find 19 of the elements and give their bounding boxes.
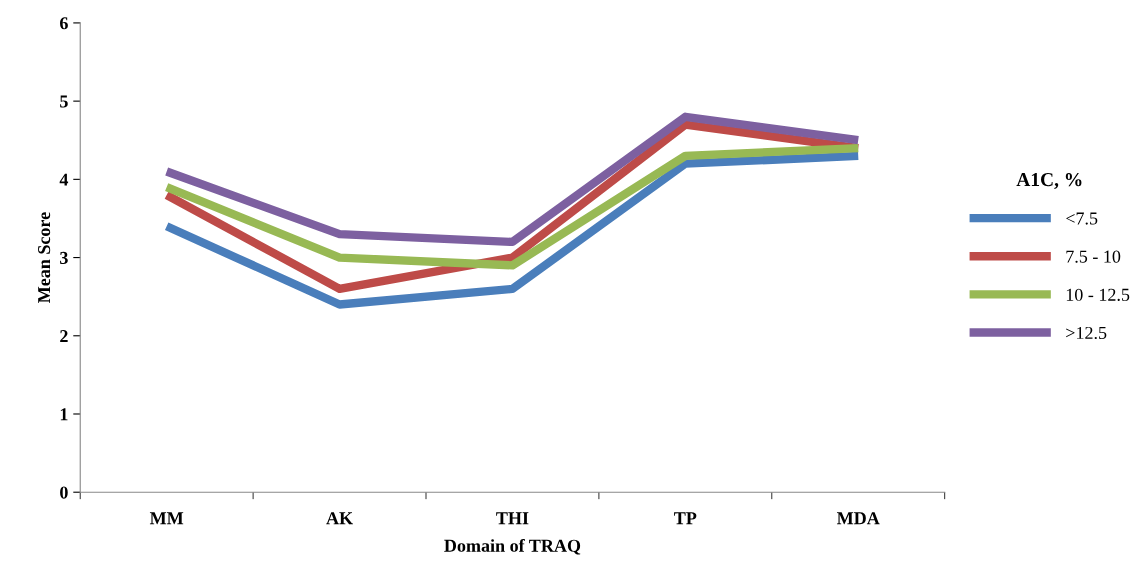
x-axis-title: Domain of TRAQ (444, 538, 581, 555)
x-tick-label: TP (674, 512, 697, 525)
y-tick-label: 2 (60, 330, 68, 343)
y-tick-label: 4 (59, 173, 69, 186)
legend-label: 10 - 12.5 (1066, 288, 1130, 301)
legend-title: A1C, % (1016, 173, 1082, 189)
legend-label: 7.5 - 10 (1066, 250, 1121, 263)
x-tick-label: THI (496, 512, 529, 525)
legend-label: >12.5 (1066, 326, 1107, 340)
y-tick-label: 6 (60, 17, 68, 30)
y-axis-title: Mean Score (38, 212, 51, 303)
y-tick-label: 0 (60, 486, 68, 499)
y-tick-label: 3 (60, 251, 68, 265)
y-tick-label: 5 (60, 95, 68, 108)
x-tick-label: MM (149, 512, 184, 525)
legend-label: <7.5 (1066, 212, 1098, 225)
x-tick-label: AK (326, 512, 353, 525)
y-tick-label: 1 (60, 408, 68, 421)
x-tick-label: MDA (836, 512, 880, 525)
